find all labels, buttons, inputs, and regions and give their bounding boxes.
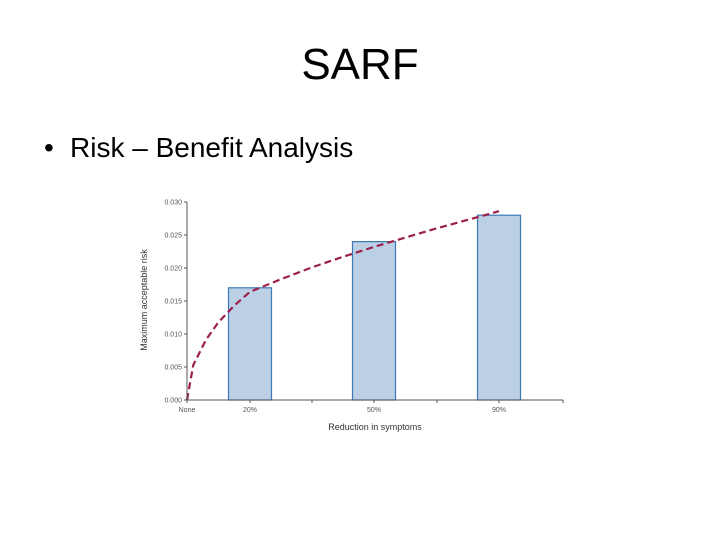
dashed-risk-curve: [185, 210, 500, 401]
bar-20pct: [227, 287, 273, 401]
y-tick-label: 0.000: [164, 398, 182, 405]
x-tick-label: None: [179, 407, 196, 414]
bar-90pct: [476, 214, 522, 401]
y-tick-label: 0.015: [164, 299, 182, 306]
bar-50pct: [351, 241, 397, 401]
x-tick-label: 90%: [492, 407, 506, 414]
y-tick-label: 0.025: [164, 233, 182, 240]
x-tick-label: 20%: [243, 407, 257, 414]
slide-title: SARF: [301, 40, 419, 89]
x-axis-title: Reduction in symptoms: [328, 422, 422, 432]
y-tick-label: 0.005: [164, 365, 182, 372]
y-tick-label: 0.020: [164, 266, 182, 273]
y-tick-label: 0.010: [164, 332, 182, 339]
y-tick-label: 0.030: [164, 200, 182, 207]
y-axis-title: Maximum acceptable risk: [139, 249, 149, 351]
bullet-dot: •: [44, 132, 54, 163]
bullet-item: • Risk – Benefit Analysis: [44, 132, 353, 164]
bullet-text: Risk – Benefit Analysis: [70, 132, 354, 163]
x-tick-label: 50%: [367, 407, 381, 414]
